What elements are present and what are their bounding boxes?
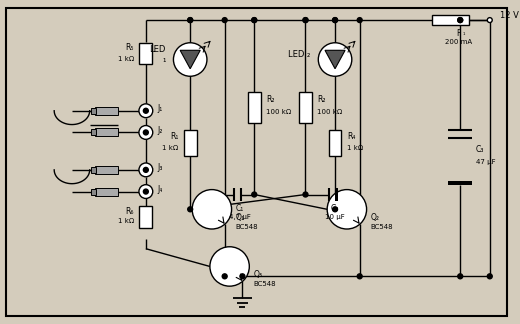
Circle shape [139,163,153,177]
Circle shape [188,17,192,23]
Circle shape [188,207,192,212]
Text: Q₁: Q₁ [236,213,244,222]
Bar [184,130,197,156]
Text: BC548: BC548 [371,224,393,230]
Bar [139,206,152,228]
Circle shape [252,17,257,23]
Circle shape [458,17,463,23]
Text: 1 kΩ: 1 kΩ [118,218,134,224]
Text: R₂: R₂ [266,95,275,104]
Circle shape [240,274,245,279]
Text: 4,7 µF: 4,7 µF [228,214,251,220]
Bar [329,130,342,156]
Polygon shape [325,50,345,69]
Circle shape [210,247,249,286]
Bar [432,15,469,25]
Circle shape [303,17,308,23]
Circle shape [303,17,308,23]
Text: 1 kΩ: 1 kΩ [347,145,363,151]
Bar [95,166,118,174]
Circle shape [252,17,257,23]
Bar [90,167,96,173]
Bar [248,92,261,123]
Text: R₂: R₂ [317,95,326,104]
Circle shape [144,189,148,194]
Text: 47 µF: 47 µF [476,159,496,166]
Circle shape [458,17,463,23]
Text: J₃: J₃ [158,163,163,172]
Circle shape [222,17,227,23]
Bar [139,43,152,64]
Circle shape [327,190,367,229]
Circle shape [192,190,231,229]
Circle shape [333,207,337,212]
Text: F: F [456,29,460,38]
Circle shape [144,168,148,172]
Circle shape [333,17,337,23]
Text: R₆: R₆ [125,207,134,216]
Circle shape [139,104,153,118]
Text: 1 kΩ: 1 kΩ [162,145,178,151]
Bar [448,181,472,185]
Circle shape [188,17,192,23]
Text: LED
₁: LED ₁ [149,45,165,64]
Text: 1 kΩ: 1 kΩ [118,55,134,62]
Text: J₁: J₁ [158,104,163,113]
Text: ₁: ₁ [462,31,465,36]
Text: C₂: C₂ [330,204,339,213]
Bar [299,92,312,123]
Text: BC548: BC548 [253,281,276,287]
Text: R₁: R₁ [170,133,178,141]
Text: 100 kΩ: 100 kΩ [266,109,291,115]
Circle shape [487,17,492,23]
Circle shape [139,185,153,199]
Bar [95,107,118,115]
Circle shape [303,192,308,197]
Bar [90,108,96,114]
Circle shape [144,130,148,135]
Bar [90,130,96,135]
Text: R₄: R₄ [347,133,355,141]
Text: 100 kΩ: 100 kΩ [317,109,343,115]
Text: Q₂: Q₂ [371,213,380,222]
Bar [95,129,118,136]
Bar [334,188,337,202]
Bar [90,189,96,194]
Text: C₁: C₁ [236,204,243,213]
Circle shape [139,125,153,139]
Bar [95,188,118,195]
Circle shape [222,274,227,279]
Circle shape [357,17,362,23]
Circle shape [318,43,352,76]
Circle shape [252,192,257,197]
Circle shape [458,274,463,279]
Text: LED ₂: LED ₂ [288,50,310,59]
Text: 12 V: 12 V [500,11,518,20]
Text: 200 mA: 200 mA [445,39,472,45]
Circle shape [174,43,207,76]
Text: Q₃: Q₃ [253,270,262,279]
Circle shape [487,274,492,279]
Text: R₅: R₅ [125,43,134,52]
Text: BC548: BC548 [236,224,258,230]
Text: J₄: J₄ [158,185,163,194]
Text: 10 µF: 10 µF [324,214,344,220]
Polygon shape [180,50,200,69]
Text: J₂: J₂ [158,126,163,135]
Circle shape [144,108,148,113]
Circle shape [333,17,337,23]
Circle shape [357,274,362,279]
Text: C₃: C₃ [476,145,484,154]
